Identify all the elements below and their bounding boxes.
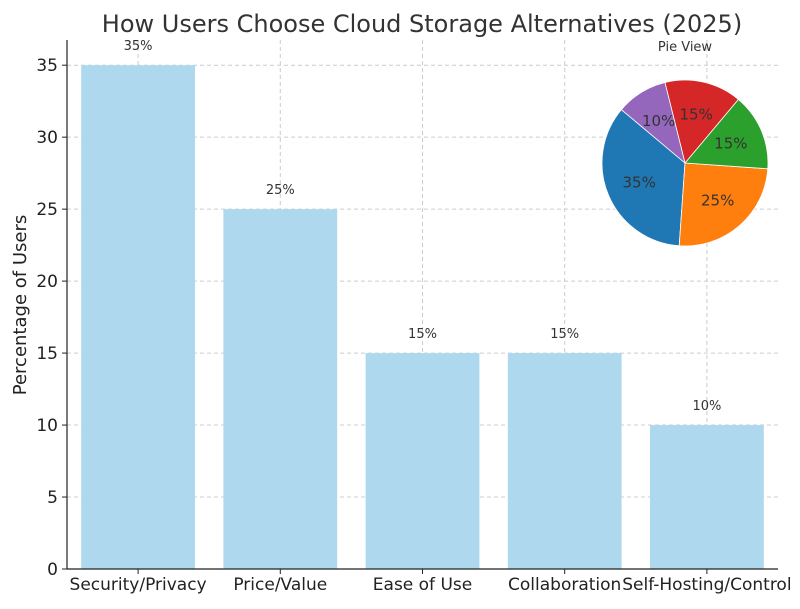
y-tick-label: 15: [36, 344, 58, 364]
pie-slice: [620, 81, 686, 165]
x-tick-label: Security/Privacy: [70, 575, 207, 595]
y-tick-label: 35: [36, 56, 58, 76]
pie-slice-label: 35%: [622, 173, 655, 191]
bar: [650, 425, 764, 569]
bar: [365, 353, 480, 569]
x-tick-label: Ease of Use: [373, 575, 472, 595]
pie-inset: Pie View 35% 25% 15%15% 10%: [601, 40, 769, 247]
pie-slice: [664, 79, 739, 164]
bar-data-label: 25%: [266, 183, 295, 198]
chart-title: How Users Choose Cloud Storage Alternati…: [102, 10, 742, 38]
pie-slice-label: 15%: [680, 105, 713, 123]
bar-data-label: 10%: [692, 399, 721, 414]
pie-slice: [678, 162, 769, 247]
y-tick-label: 0: [47, 560, 58, 580]
pie-slice: [684, 98, 769, 170]
y-tick-label: 5: [47, 488, 58, 508]
bar-data-label: 35%: [124, 39, 153, 54]
y-tick-label: 10: [36, 416, 58, 436]
bar: [81, 65, 195, 569]
y-tick-label: 25: [36, 200, 58, 220]
pie-title: Pie View: [658, 40, 713, 55]
x-tick-label: Self-Hosting/Control: [622, 575, 791, 595]
pie-slice-label: 10%: [642, 112, 675, 130]
bars-layer: 35%25%15% 15%10%: [81, 39, 764, 569]
ticks-layer: Security/Privacy Price/Value Ease of Use Co…: [36, 56, 791, 595]
pie-slice: [601, 109, 686, 247]
bar-data-label: 15%: [550, 327, 579, 342]
y-tick-label: 30: [36, 128, 58, 148]
bar: [223, 209, 338, 569]
bar: [507, 353, 622, 569]
bar-data-label: 15%: [408, 327, 437, 342]
pie-slice-label: 25%: [701, 192, 734, 210]
x-tick-label: Price/Value: [233, 575, 327, 595]
pie-slice-label: 15%: [714, 135, 747, 153]
y-axis-label: Percentage of Users: [10, 215, 31, 395]
y-tick-label: 20: [36, 272, 58, 292]
x-tick-label: Collaboration: [508, 575, 621, 595]
